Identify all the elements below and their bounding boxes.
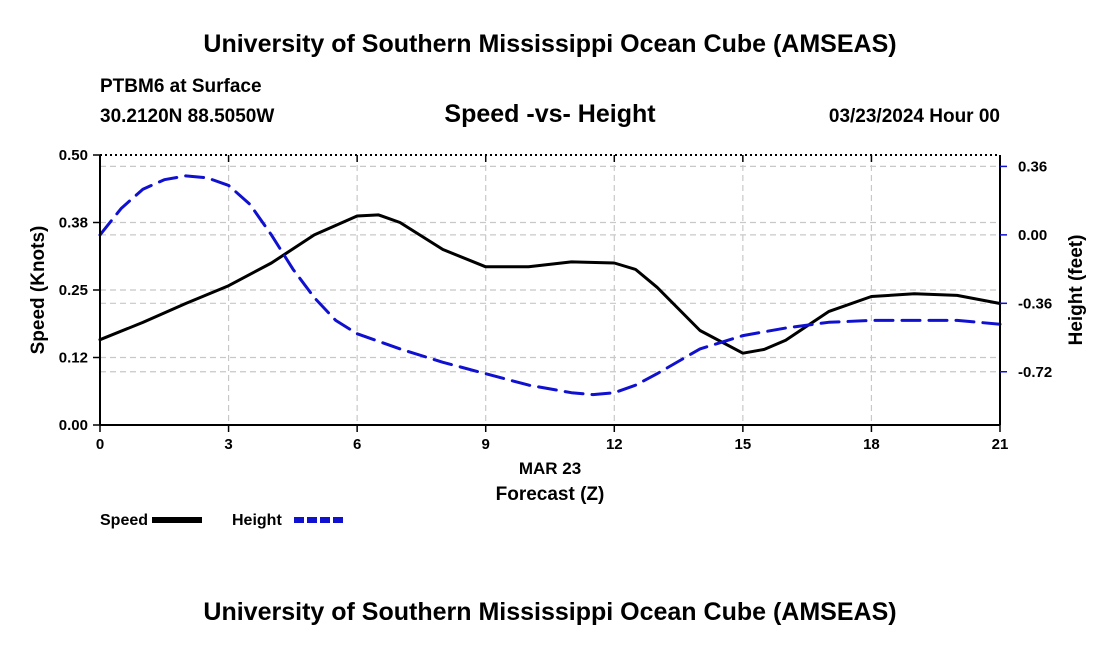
grid <box>100 155 1000 425</box>
footer-title: University of Southern Mississippi Ocean… <box>203 598 897 626</box>
y-axis-title: Speed (Knots) <box>28 226 49 355</box>
forecast-datetime: 03/23/2024 Hour 00 <box>828 106 1000 127</box>
series-line-speed <box>98 213 1002 355</box>
x-tick-label: 18 <box>863 436 880 453</box>
y2-tick-label: 0.36 <box>1018 158 1047 175</box>
x-tick-label: 9 <box>482 436 490 453</box>
x-tick-label: 15 <box>735 436 752 453</box>
station-coordinates: 30.2120N 88.5050W <box>100 106 275 127</box>
station-label: PTBM6 at Surface <box>100 76 262 97</box>
series-lines <box>98 174 1002 397</box>
page-title: University of Southern Mississippi Ocean… <box>203 30 897 58</box>
axis-labels: MAR 23 Forecast (Z) Speed (Knots) Height… <box>28 226 1087 505</box>
y-tick-label: 0.38 <box>59 215 88 232</box>
x-tick-label: 21 <box>992 436 1009 453</box>
legend-label-height: Height <box>232 512 282 529</box>
y-tick-label: 0.00 <box>59 417 88 434</box>
x-axis-title: Forecast (Z) <box>496 484 605 505</box>
y2-tick-label: -0.72 <box>1018 364 1052 381</box>
y2-tick-label: 0.00 <box>1018 227 1047 244</box>
x-axis-date-label: MAR 23 <box>519 459 581 478</box>
y2-tick-label: -0.36 <box>1018 295 1052 312</box>
y-tick-label: 0.50 <box>59 147 88 164</box>
axes: 0 3 6 9 12 15 18 21 0.00 0.12 0.25 0.38 0.50 -0.72 -0.… <box>59 147 1052 453</box>
x-tick-label: 3 <box>224 436 232 453</box>
x-tick-label: 12 <box>606 436 623 453</box>
y2-axis-title: Height (feet) <box>1066 235 1087 346</box>
chart-title: Speed -vs- Height <box>444 100 656 128</box>
y-tick-label: 0.25 <box>59 282 88 299</box>
y-tick-label: 0.12 <box>59 350 88 367</box>
x-tick-label: 6 <box>353 436 361 453</box>
legend: Speed Height <box>100 512 344 529</box>
x-tick-label: 0 <box>96 436 104 453</box>
legend-label-speed: Speed <box>100 512 148 529</box>
series-line-height <box>98 174 1002 397</box>
